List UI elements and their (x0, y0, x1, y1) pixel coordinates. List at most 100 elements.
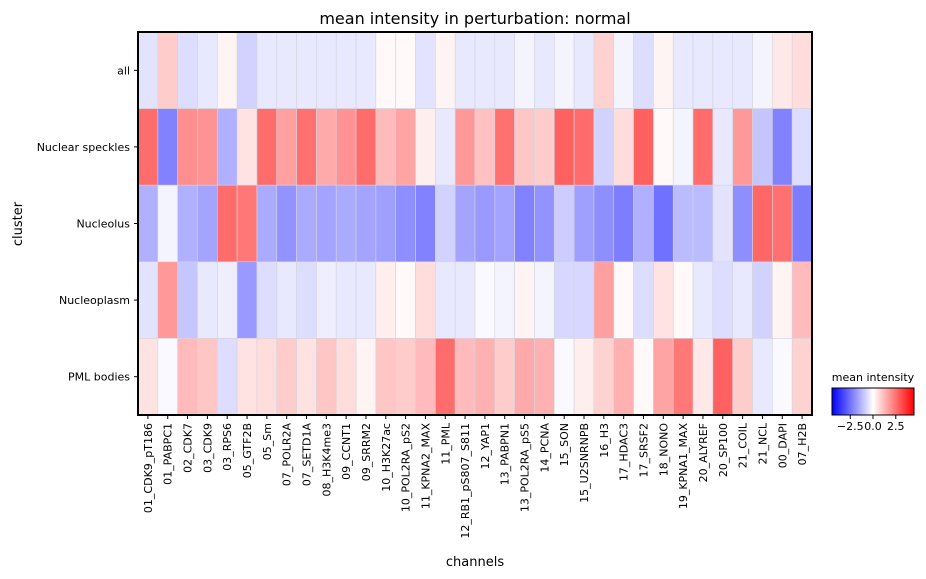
column-label: 05_Sm (261, 423, 274, 460)
heatmap-cell (534, 108, 555, 186)
heatmap-cell (256, 261, 278, 339)
heatmap-cell (633, 338, 654, 416)
heatmap-cell (137, 31, 159, 109)
column-label: 03_RPS6 (221, 423, 234, 471)
heatmap-cell (494, 184, 515, 263)
heatmap-cell (672, 184, 694, 263)
heatmap-cell (216, 184, 238, 263)
heatmap-cell (197, 338, 218, 416)
heatmap-cell (335, 108, 357, 186)
column-label: 13_POL2RA_pS5 (519, 423, 532, 512)
heatmap-cell (593, 261, 615, 339)
heatmap-cell (216, 31, 238, 109)
heatmap-cell (375, 108, 397, 186)
heatmap-cell (494, 108, 515, 186)
colorbar-gradient (831, 387, 915, 416)
heatmap-cell (633, 31, 654, 109)
column-label: 09_SRRM2 (360, 423, 373, 481)
heatmap-cell (791, 261, 813, 339)
heatmap-cell (672, 261, 694, 339)
heatmap-cell (772, 108, 793, 186)
column-label: 07_H2B (796, 423, 809, 465)
heatmap-cell (276, 108, 297, 186)
heatmap-cell (415, 184, 436, 263)
heatmap-cell (593, 338, 615, 416)
heatmap-cell (692, 108, 714, 186)
heatmap-cell (772, 184, 793, 263)
heatmap-cell (415, 338, 436, 416)
column-label: 21_COIL (737, 422, 750, 468)
heatmap-cell (573, 108, 595, 186)
column-label: 17_SRSF2 (638, 423, 651, 477)
heatmap-cell (732, 31, 753, 109)
heatmap-cell (236, 31, 258, 109)
heatmap-cell (653, 31, 674, 109)
heatmap-cell (514, 108, 535, 186)
column-label: 07_SETD1A (301, 423, 314, 487)
heatmap-cell (772, 338, 793, 416)
heatmap-cell (256, 108, 278, 186)
column-label: 21_NCL (756, 422, 769, 464)
heatmap-cell (752, 31, 773, 109)
heatmap-cell (157, 31, 178, 109)
heatmap-cell (276, 261, 297, 339)
colorbar-ticks: −2.5 0.0 2.5 (837, 415, 905, 433)
heatmap-cell (256, 338, 278, 416)
heatmap-cell (177, 31, 198, 109)
heatmap-cell (316, 261, 337, 339)
heatmap-cell (553, 261, 575, 339)
heatmap-cell (791, 184, 813, 263)
heatmap-cell (137, 261, 159, 339)
heatmap-cell (553, 338, 575, 416)
column-label: 12_RB1_pS807_S811 (459, 423, 472, 539)
heatmap-cell (553, 31, 575, 109)
heatmap-cell (474, 338, 496, 416)
heatmap-cell (573, 338, 595, 416)
heatmap-cell (633, 261, 654, 339)
heatmap-cell (435, 31, 456, 109)
heatmap-cell (791, 338, 813, 416)
heatmap-cell (435, 184, 456, 263)
heatmap-cell (157, 261, 178, 339)
heatmap-cell (514, 31, 535, 109)
heatmap-cell (276, 338, 297, 416)
heatmap-cell (514, 184, 535, 263)
heatmap-cell (732, 184, 753, 263)
heatmap-cell (355, 31, 377, 109)
colorbar-tick-label: 2.5 (887, 420, 905, 433)
heatmap-cell (375, 184, 397, 263)
heatmap-cell (355, 338, 377, 416)
heatmap-cell (276, 184, 297, 263)
heatmap-cell (137, 338, 159, 416)
heatmap-cell (613, 184, 634, 263)
column-label: 10_H3K27ac (380, 423, 393, 492)
column-label: 17_HDAC3 (618, 423, 631, 481)
heatmap-cell (653, 108, 674, 186)
chart-title: mean intensity in perturbation: normal (319, 9, 630, 28)
column-label: 14_PCNA (538, 423, 551, 473)
heatmap-cell (395, 31, 416, 109)
heatmap-cell (514, 261, 535, 339)
heatmap-cell (435, 108, 456, 186)
column-label: 15_U2SNRNPB (578, 423, 591, 503)
heatmap-cell (256, 184, 278, 263)
heatmap-cell (296, 31, 317, 109)
heatmap-cell (692, 261, 714, 339)
heatmap-cell (534, 184, 555, 263)
column-label: 15_SON (558, 423, 571, 466)
heatmap-cell (534, 31, 555, 109)
heatmap-cell (355, 261, 377, 339)
heatmap-cell (236, 261, 258, 339)
heatmap-cell (335, 31, 357, 109)
heatmap-cell (653, 261, 674, 339)
heatmap-cell (375, 338, 397, 416)
heatmap-cells (137, 31, 813, 416)
heatmap-cell (613, 338, 634, 416)
heatmap-cell (633, 108, 654, 186)
heatmap-cell (296, 108, 317, 186)
x-axis-label: channels (446, 555, 504, 570)
heatmap-cell (732, 338, 753, 416)
column-label: 03_CDK9 (201, 423, 214, 473)
heatmap-cell (593, 184, 615, 263)
column-label: 13_PABPN1 (499, 423, 512, 485)
